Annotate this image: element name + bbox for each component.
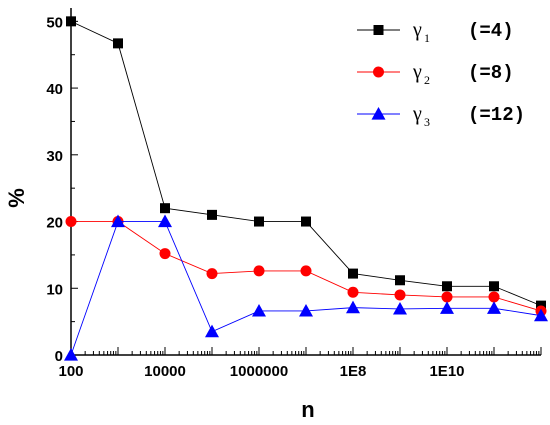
legend-symbol: γ	[412, 19, 422, 41]
legend-marker	[373, 25, 384, 35]
y-axis-title: %	[4, 188, 29, 208]
data-point	[111, 214, 125, 228]
data-point	[299, 303, 313, 317]
data-point	[300, 265, 312, 277]
legend-entry-3: γ 3 (=12)	[357, 103, 525, 129]
data-point	[160, 203, 170, 214]
data-point	[489, 281, 499, 292]
data-point	[348, 268, 358, 279]
data-point	[113, 38, 123, 49]
legend-entry-1: γ 1 (=4)	[357, 19, 514, 45]
data-point	[487, 301, 501, 314]
y-tick-label: 30	[46, 148, 63, 165]
series-layer	[64, 16, 548, 361]
legend-symbol: γ	[412, 103, 422, 125]
y-tick-label: 0	[55, 348, 63, 365]
legend-value-label: (=4)	[468, 20, 514, 42]
series-2	[65, 216, 547, 317]
legend-marker	[373, 66, 384, 78]
data-point	[301, 216, 311, 227]
x-tick-label: 1E8	[340, 363, 367, 380]
y-tick-label: 50	[46, 14, 63, 31]
data-point	[64, 348, 78, 361]
data-point	[395, 275, 405, 286]
legend: γ 1 (=4)γ 2 (=8)γ 3 (=12)	[357, 19, 525, 129]
series-line	[70, 221, 542, 356]
data-point	[207, 209, 217, 220]
data-point	[347, 286, 359, 298]
data-point	[65, 216, 77, 228]
data-point	[205, 324, 219, 338]
legend-symbol: γ	[412, 61, 422, 83]
data-point	[440, 301, 454, 314]
legend-subscript: 3	[424, 115, 430, 129]
x-tick-label: 1E10	[429, 363, 464, 380]
legend-entry-2: γ 2 (=8)	[357, 61, 514, 87]
legend-value-label: (=8)	[468, 62, 514, 84]
data-point	[394, 289, 406, 301]
x-tick-label: 10000	[144, 363, 186, 380]
data-point	[66, 16, 76, 27]
x-axis-title: n	[301, 397, 314, 422]
data-point	[534, 308, 548, 322]
data-point	[254, 216, 264, 227]
series-3	[64, 214, 548, 361]
legend-subscript: 2	[424, 73, 430, 87]
y-tick-label: 10	[46, 281, 63, 298]
data-point	[159, 248, 171, 260]
data-point	[253, 265, 265, 277]
data-point	[206, 268, 218, 280]
y-tick-label: 20	[46, 215, 63, 232]
x-tick-label: 1000000	[230, 363, 288, 380]
data-point	[158, 214, 172, 228]
legend-subscript: 1	[424, 31, 430, 45]
data-point	[346, 300, 360, 314]
data-point	[488, 291, 500, 303]
x-tick-label: 100	[58, 363, 83, 380]
data-point	[441, 291, 453, 303]
legend-marker	[371, 107, 386, 120]
y-tick-label: 40	[46, 81, 63, 98]
legend-value-label: (=12)	[468, 104, 525, 126]
axes: 100 10000 1000000 1E8 1E10 0 10 20 30 40 50 n%	[4, 8, 542, 422]
data-point	[252, 303, 266, 317]
data-point	[393, 301, 407, 315]
data-point	[442, 281, 452, 292]
